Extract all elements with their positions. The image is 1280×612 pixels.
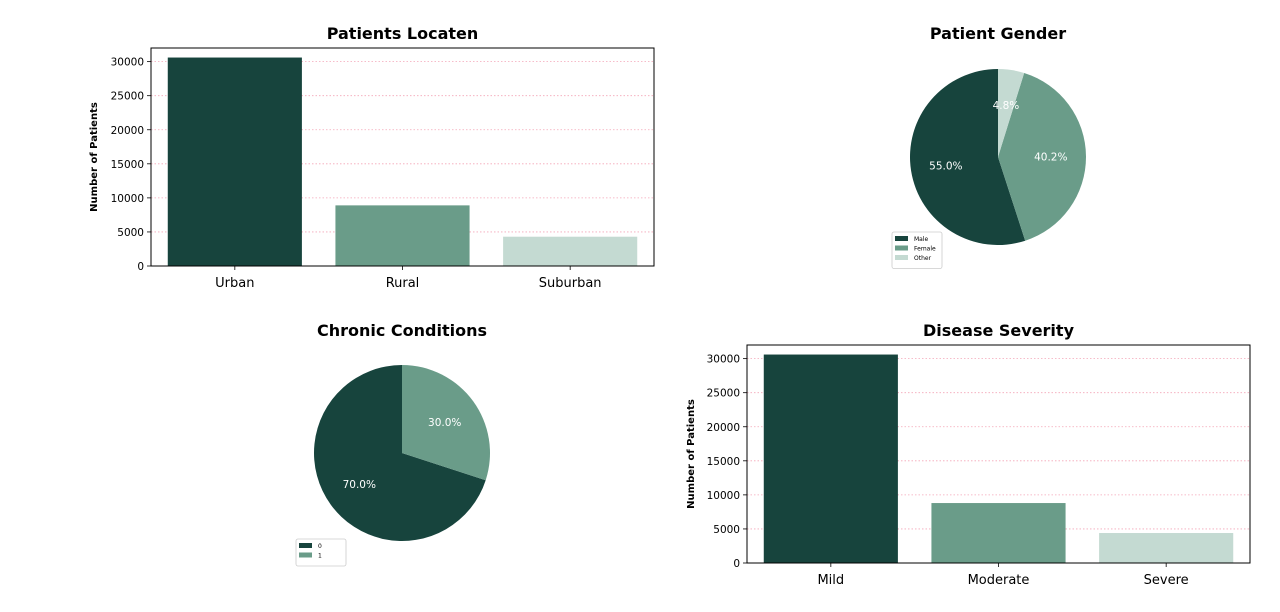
bar-suburban [503,236,638,266]
bar-chart-0: Patients Locaten Urban Rural Suburban 0 5000 1… [89,24,655,291]
pie-slice-male [909,69,1026,246]
bar-chart-3: Disease Severity Mild Moderate Severe 0 5000 1… [686,321,1251,588]
plot-frame [746,344,1251,564]
x-tick-label: Moderate [968,573,1030,588]
x-tick-label: Rural [386,276,420,291]
y-tick-label: 5000 [117,227,144,239]
legend-swatch [895,236,908,241]
pie-value-label: 55.0% [929,160,962,172]
pie-chart-1: Patient Gender 55.0% 40.2% 4.8% Male Female Ot… [891,24,1086,269]
pie-value-label: 40.2% [1034,152,1067,164]
y-tick-label: 15000 [707,456,740,468]
pie-value-label: 70.0% [343,479,376,491]
chart-title: Patient Gender [930,24,1066,43]
bar-moderate [931,503,1066,563]
legend-swatch [895,245,908,251]
y-tick-label: 25000 [111,91,144,103]
y-tick-label: 0 [137,261,144,273]
legend-label: 0 [318,543,322,550]
legend-label: Other [914,255,932,262]
chart-title: Chronic Conditions [317,321,487,340]
legend-label: 1 [318,553,322,560]
pie-slice-female [998,72,1086,241]
pie-slice-1 [402,365,490,481]
bar-urban [167,57,302,266]
legend-swatch [299,543,312,548]
y-tick-label: 15000 [111,159,144,171]
y-tick-label: 5000 [713,524,740,536]
plot-frame [150,47,655,267]
pie-slice-0 [314,364,486,541]
chart-title: Disease Severity [923,321,1075,340]
y-tick-label: 30000 [111,57,144,69]
legend: Male Female Other [891,231,943,269]
y-tick-label: 10000 [707,490,740,502]
y-tick-label: 30000 [707,354,740,366]
x-tick-label: Mild [817,573,844,588]
bar-severe [1099,533,1234,563]
y-tick-label: 25000 [707,388,740,400]
y-tick-label: 20000 [111,125,144,137]
x-tick-label: Severe [1144,573,1189,588]
pie-value-label: 4.8% [993,100,1020,112]
y-tick-label: 0 [733,558,740,570]
legend-swatch [895,255,908,260]
bar-rural [335,205,470,266]
legend-label: Male [914,236,929,243]
legend-swatch [299,552,312,558]
bar-mild [763,354,898,563]
chart-title: Patients Locaten [327,24,479,43]
legend-label: Female [914,246,936,253]
y-tick-label: 10000 [111,193,144,205]
legend: 01 [295,538,347,567]
y-axis-label: Number of Patients [89,102,100,212]
y-tick-label: 20000 [707,422,740,434]
pie-slice-other [998,69,1025,157]
pie-value-label: 30.0% [428,417,461,429]
x-tick-label: Urban [215,276,254,291]
x-tick-label: Suburban [539,276,602,291]
y-axis-label: Number of Patients [686,399,697,509]
